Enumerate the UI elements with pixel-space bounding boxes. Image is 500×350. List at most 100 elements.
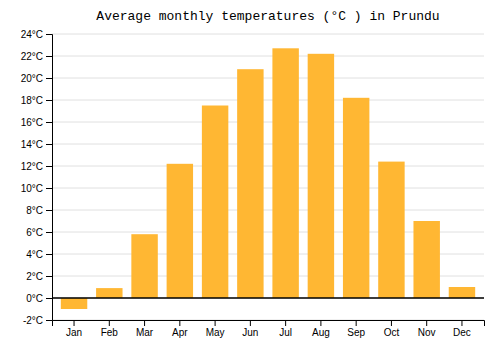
bar	[237, 69, 263, 298]
grid-line	[52, 78, 484, 79]
x-tick: Apr	[172, 320, 188, 338]
y-tick-label: -2°C	[23, 315, 43, 326]
zero-line	[52, 297, 484, 299]
y-tick-label: 18°C	[21, 95, 43, 106]
grid-line	[52, 144, 484, 145]
y-tick-label: 16°C	[21, 117, 43, 128]
x-tick: Feb	[101, 320, 119, 338]
y-tick-label: 14°C	[21, 139, 43, 150]
y-tick-label: 24°C	[21, 29, 43, 40]
grid-line	[52, 34, 484, 35]
y-tick-mark	[46, 100, 52, 101]
y-tick-mark	[46, 166, 52, 167]
x-tick-mark	[461, 320, 462, 326]
x-tick-mark	[250, 320, 251, 326]
y-tick-mark	[46, 320, 52, 321]
x-tick: Dec	[453, 320, 471, 338]
x-tick-label: Sep	[347, 327, 365, 338]
x-axis: JanFebMarAprMayJunJulAugSepOctNovDec	[53, 320, 485, 338]
x-tick: Oct	[384, 320, 400, 338]
x-tick: Jul	[279, 320, 292, 338]
bar	[202, 106, 228, 299]
bar	[343, 98, 369, 298]
x-tick-label: Aug	[312, 327, 330, 338]
bar	[167, 164, 193, 298]
y-tick-mark	[46, 188, 52, 189]
x-tick-label: Nov	[418, 327, 436, 338]
grid-line	[52, 210, 484, 211]
x-tick: Sep	[347, 320, 365, 338]
x-tick-mark	[74, 320, 75, 326]
y-tick-label: 6°C	[26, 227, 43, 238]
y-axis-line	[46, 35, 53, 321]
x-tick-label: Feb	[101, 327, 119, 338]
x-tick-label: Jul	[279, 327, 292, 338]
y-tick-label: 22°C	[21, 51, 43, 62]
grid-line	[52, 100, 484, 101]
y-tick: 20°C	[21, 73, 52, 84]
x-tick-mark	[320, 320, 321, 326]
grid-line	[52, 188, 484, 189]
bar	[272, 48, 298, 298]
y-tick: 24°C	[21, 29, 52, 40]
y-tick-label: 10°C	[21, 183, 43, 194]
y-tick: 8°C	[26, 205, 52, 216]
bar	[308, 54, 334, 298]
x-tick-label: Dec	[453, 327, 471, 338]
bars	[61, 48, 475, 309]
x-tick-label: Jan	[66, 327, 82, 338]
x-tick-label: May	[206, 327, 225, 338]
y-tick-label: 8°C	[26, 205, 43, 216]
bar	[378, 162, 404, 298]
y-tick-mark	[46, 122, 52, 123]
y-tick-mark	[46, 276, 52, 277]
y-tick-mark	[46, 144, 52, 145]
x-tick-mark	[285, 320, 286, 326]
grid	[52, 34, 484, 320]
x-tick-mark	[215, 320, 216, 326]
bar	[96, 288, 122, 298]
x-tick-label: Apr	[172, 327, 188, 338]
bar	[449, 287, 475, 298]
y-tick: 14°C	[21, 139, 52, 150]
x-tick-label: Jun	[242, 327, 258, 338]
x-tick-mark	[356, 320, 357, 326]
grid-line	[52, 56, 484, 57]
bar	[131, 234, 157, 298]
y-tick-mark	[46, 210, 52, 211]
y-tick: 4°C	[26, 249, 52, 260]
grid-line	[52, 166, 484, 167]
y-tick: 0°C	[26, 293, 52, 304]
x-tick-mark	[426, 320, 427, 326]
y-tick-mark	[46, 56, 52, 57]
y-tick-mark	[46, 232, 52, 233]
x-tick-label: Oct	[384, 327, 400, 338]
x-tick: Nov	[418, 320, 436, 338]
y-tick-mark	[46, 298, 52, 299]
x-tick: Jun	[242, 320, 258, 338]
bar	[61, 298, 87, 309]
y-tick-mark	[46, 34, 52, 35]
y-tick-label: 4°C	[26, 249, 43, 260]
y-tick: 2°C	[26, 271, 52, 282]
y-tick-mark	[46, 78, 52, 79]
y-tick-label: 20°C	[21, 73, 43, 84]
x-tick: Jan	[66, 320, 82, 338]
plot: -2°C 0°C 2°C 4°C 6°C 8°C 10°C 12°C 14°C 16°C 18°C 2…	[21, 29, 485, 338]
y-tick: 12°C	[21, 161, 52, 172]
x-tick-mark	[109, 320, 110, 326]
y-tick-label: 2°C	[26, 271, 43, 282]
y-tick: 6°C	[26, 227, 52, 238]
x-tick: May	[206, 320, 225, 338]
x-axis-line	[53, 321, 485, 327]
x-tick-mark	[144, 320, 145, 326]
grid-line	[52, 122, 484, 123]
x-tick: Aug	[312, 320, 330, 338]
bar	[413, 221, 439, 298]
y-tick: -2°C	[23, 315, 52, 326]
title: Average monthly temperatures (°C ) in Pr…	[96, 9, 439, 24]
y-tick-label: 12°C	[21, 161, 43, 172]
y-axis: -2°C 0°C 2°C 4°C 6°C 8°C 10°C 12°C 14°C 16°C 18°C 2…	[21, 29, 53, 326]
y-tick-label: 0°C	[26, 293, 43, 304]
y-tick: 10°C	[21, 183, 52, 194]
